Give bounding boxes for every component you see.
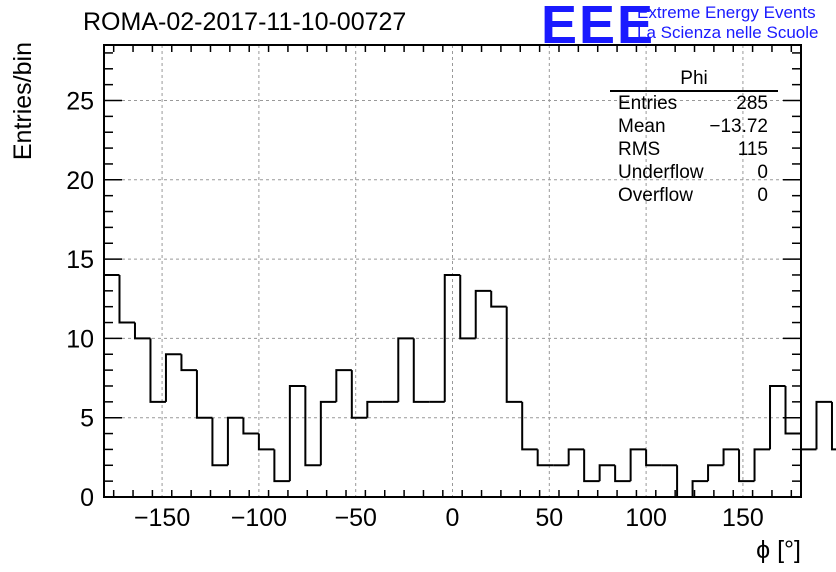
histogram-bin: [257, 433, 275, 451]
stats-row: Overflow 0: [610, 184, 778, 207]
histogram-bin: [133, 322, 151, 340]
histogram-bin: [319, 400, 337, 466]
histogram-bin: [536, 449, 554, 467]
histogram-bin: [366, 400, 383, 418]
histogram-bin: [800, 433, 817, 451]
histogram-bin: [691, 480, 709, 497]
histogram-bin: [288, 384, 306, 482]
histogram-bin: [164, 353, 182, 402]
brand-line-2: La Scienza nelle Scuole: [637, 23, 819, 42]
histogram-bin: [815, 400, 832, 450]
x-tick-label: 150: [722, 504, 764, 532]
histogram-bin: [598, 464, 616, 482]
stats-label: Entries: [618, 93, 678, 114]
histogram-bin: [459, 274, 476, 340]
stats-label: Underflow: [618, 162, 704, 183]
brand-text: Extreme Energy Events La Scienza nelle S…: [637, 3, 818, 43]
eee-logo: EEE: [541, 0, 656, 55]
x-tick-label: −100: [231, 504, 287, 532]
x-tick-label: −50: [334, 504, 376, 532]
histogram-bin: [645, 449, 662, 467]
brand-line-1: Extreme Energy Events: [637, 3, 816, 22]
plot-frame: [103, 44, 802, 498]
histogram-bin: [118, 274, 135, 324]
stats-value: 115: [737, 139, 768, 160]
axis-ticks: [104, 45, 801, 498]
histogram-bin: [769, 384, 786, 450]
stats-label: RMS: [618, 139, 661, 160]
histogram-bin: [738, 449, 755, 483]
histogram-bin: [521, 401, 538, 451]
stats-title: Phi: [610, 68, 778, 92]
y-tick-label: 10: [66, 325, 94, 353]
x-axis-label: ϕ [°]: [756, 536, 801, 564]
stats-value: 285: [736, 93, 768, 114]
stats-row: Entries 285: [610, 92, 778, 115]
stats-label: Mean: [618, 116, 666, 137]
histogram-bin: [226, 416, 244, 466]
x-tick-label: 0: [446, 504, 460, 532]
histogram-bin: [830, 401, 836, 451]
histogram-bin: [753, 448, 771, 482]
histogram-bin: [242, 417, 259, 435]
histogram-bin: [629, 448, 647, 482]
stats-value: −13.72: [709, 116, 768, 137]
histogram-bin: [784, 385, 801, 435]
y-axis-label: Entries/bin: [9, 42, 37, 160]
histogram-bin: [505, 306, 523, 403]
y-tick-label: 15: [66, 246, 94, 274]
histogram-bin: [474, 289, 492, 339]
histogram-bin: [722, 448, 740, 466]
histogram-bars: [103, 273, 836, 498]
histogram-bin: [614, 465, 631, 483]
histogram-bin: [567, 448, 585, 466]
histogram-bin: [350, 370, 368, 419]
x-tick-label: 100: [625, 504, 667, 532]
histogram-bin: [195, 370, 213, 419]
y-tick-label: 20: [66, 167, 94, 195]
tick-labels: −150 −100 −50 0 50 100 150 0 5 10 15 20 25: [66, 88, 764, 532]
y-tick-label: 0: [80, 484, 94, 512]
histogram-bin: [180, 354, 197, 372]
histogram-bin: [273, 449, 290, 483]
stats-row: Underflow 0: [610, 161, 778, 184]
stats-value: 0: [757, 185, 768, 206]
x-tick-label: −150: [134, 504, 190, 532]
histogram-bin: [676, 465, 693, 498]
histogram-bin: [335, 369, 352, 402]
histogram-bin: [304, 385, 321, 467]
histogram-bin: [490, 290, 507, 308]
stats-label: Overflow: [618, 185, 693, 206]
stats-row: RMS 115: [610, 138, 778, 161]
y-tick-label: 25: [66, 88, 94, 116]
stats-value: 0: [757, 162, 768, 183]
histogram-bin: [397, 337, 414, 402]
histogram-bin: [211, 417, 228, 467]
x-tick-label: 50: [535, 504, 563, 532]
histogram-bin: [583, 449, 600, 483]
histogram-bin: [443, 273, 461, 402]
histogram-bin: [149, 338, 166, 403]
y-tick-label: 5: [80, 405, 94, 433]
stats-row: Mean −13.72: [610, 115, 778, 138]
stats-box: Phi Entries 285 Mean −13.72 RMS 115 Underfl…: [610, 68, 778, 207]
chart-title: ROMA-02-2017-11-10-00727: [83, 8, 407, 36]
histogram-bin: [707, 464, 724, 482]
histogram-bin: [412, 338, 430, 403]
